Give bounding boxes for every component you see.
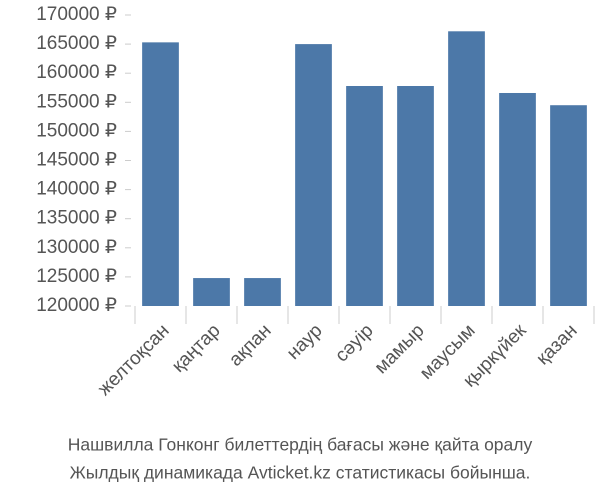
x-tick-label: желтоқсан bbox=[94, 320, 174, 400]
y-tick-label: 125000 ₽ bbox=[36, 266, 117, 287]
y-tick-label: 120000 ₽ bbox=[36, 295, 117, 316]
bar bbox=[550, 105, 587, 307]
y-tick-label: 170000 ₽ bbox=[36, 4, 117, 25]
y-tick-label: 160000 ₽ bbox=[36, 62, 117, 83]
y-tick-label: 145000 ₽ bbox=[36, 150, 117, 171]
x-tick-label: қазан bbox=[532, 320, 581, 369]
y-tick-label: 155000 ₽ bbox=[36, 91, 117, 112]
x-tick-label: сәуір bbox=[331, 320, 377, 366]
bar bbox=[295, 44, 332, 306]
y-tick-label: 140000 ₽ bbox=[36, 179, 117, 200]
bar bbox=[244, 278, 281, 306]
x-tick-label: ақпан bbox=[225, 320, 275, 370]
bar bbox=[397, 86, 434, 306]
bar bbox=[193, 278, 230, 306]
bar bbox=[346, 86, 383, 306]
caption-line: Жылдық динамикада Avticket.kz статистика… bbox=[70, 463, 531, 483]
y-tick-label: 130000 ₽ bbox=[36, 237, 117, 258]
y-tick-label: 135000 ₽ bbox=[36, 208, 117, 229]
caption-line: Нашвилла Гонконг билеттердің бағасы және… bbox=[68, 435, 533, 455]
x-tick-label: қаңтар bbox=[168, 320, 225, 377]
bar bbox=[499, 92, 536, 306]
x-tick-label: наур bbox=[283, 320, 327, 364]
bar bbox=[448, 31, 485, 307]
bar bbox=[142, 42, 179, 306]
y-tick-label: 165000 ₽ bbox=[36, 33, 117, 54]
y-tick-label: 150000 ₽ bbox=[36, 120, 117, 141]
